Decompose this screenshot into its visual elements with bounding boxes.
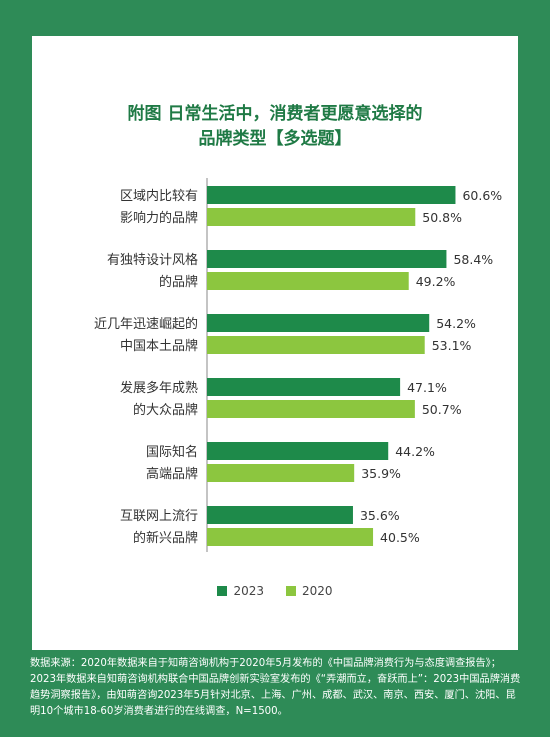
data-label-2020: 49.2% — [416, 274, 456, 289]
data-source-note: 数据来源：2020年数据来自于知萌咨询机构于2020年5月发布的《中国品牌消费行… — [30, 658, 521, 717]
data-label-2023: 58.4% — [453, 252, 493, 267]
bar-2023 — [207, 250, 447, 268]
data-label-2023: 35.6% — [360, 508, 400, 523]
legend-label-2020: 2020 — [302, 584, 333, 598]
bar-2020 — [207, 336, 425, 354]
bar-2023 — [207, 314, 430, 332]
category-label: 的新兴品牌 — [133, 530, 198, 546]
legend-item-2023: 2023 — [217, 584, 264, 598]
legend-swatch-2023 — [217, 586, 228, 596]
data-label-2023: 60.6% — [462, 188, 502, 203]
bar-2020 — [207, 272, 409, 290]
category-label: 高端品牌 — [146, 466, 198, 482]
category-label: 近几年迅速崛起的 — [94, 316, 198, 332]
chart-title: 附图 日常生活中，消费者更愿意选择的 品牌类型【多选题】 — [32, 102, 518, 152]
legend-item-2020: 2020 — [286, 584, 333, 598]
category-label: 影响力的品牌 — [120, 210, 198, 226]
bar-2020 — [207, 464, 355, 482]
data-label-2020: 50.8% — [422, 210, 462, 225]
category-label: 互联网上流行 — [120, 509, 198, 524]
bar-2020 — [207, 528, 374, 546]
data-label-2020: 35.9% — [361, 466, 401, 481]
category-label: 的大众品牌 — [133, 402, 198, 418]
chart-legend: 2023 2020 — [32, 584, 518, 598]
category-label: 中国本土品牌 — [120, 338, 198, 354]
data-label-2020: 50.7% — [422, 402, 462, 417]
bar-2023 — [207, 442, 389, 460]
chart-card: 附图 日常生活中，消费者更愿意选择的 品牌类型【多选题】 区域内比较有 影响力的品… — [32, 36, 518, 650]
category-label: 的品牌 — [159, 274, 198, 290]
data-label-2020: 40.5% — [380, 530, 420, 545]
category-label: 区域内比较有 — [120, 188, 198, 204]
category-label: 发展多年成熟 — [120, 380, 198, 396]
bar-2023 — [207, 506, 353, 524]
legend-swatch-2020 — [286, 586, 296, 596]
bar-2020 — [207, 400, 415, 418]
data-label-2020: 53.1% — [432, 338, 472, 353]
category-label: 有独特设计风格 — [107, 252, 198, 268]
bar-2023 — [207, 186, 456, 204]
legend-label-2023: 2023 — [233, 584, 264, 598]
data-label-2023: 54.2% — [436, 316, 476, 331]
chart-title-line-2: 品牌类型【多选题】 — [198, 129, 352, 149]
data-label-2023: 44.2% — [395, 444, 435, 459]
bar-2020 — [207, 208, 416, 226]
data-label-2023: 47.1% — [407, 380, 447, 395]
bar-2023 — [207, 378, 401, 396]
category-label: 国际知名 — [146, 444, 198, 460]
chart-title-line-1: 附图 日常生活中，消费者更愿意选择的 — [127, 104, 423, 124]
